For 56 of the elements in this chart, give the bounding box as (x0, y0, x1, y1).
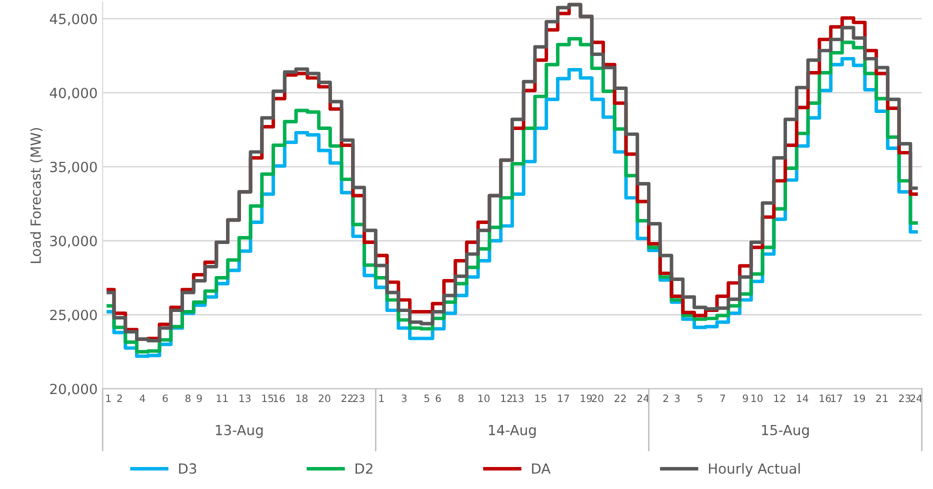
x-tick-label: 13 (240, 394, 250, 402)
x-tick-label: 5 (698, 394, 702, 402)
x-tick-label: 15 (535, 394, 546, 402)
x-tick-label: 19 (854, 394, 865, 402)
y-tick-label: 25,000 (50, 310, 97, 322)
x-tick-label: 11 (216, 394, 228, 402)
y-tick-label: 20,000 (50, 384, 97, 396)
x-tick-label: 9 (742, 394, 748, 402)
x-tick-label: 10 (478, 394, 490, 402)
y-tick-label: 40,000 (50, 88, 97, 100)
x-tick-label: 13 (512, 394, 524, 402)
x-tick-label: 20 (592, 394, 604, 402)
x-tick-label: 15 (262, 394, 274, 402)
x-tick-label: 6 (162, 394, 168, 402)
x-tick-label: 22 (614, 394, 626, 402)
x-tick-label: 17 (831, 394, 842, 402)
x-tick-label: 2 (117, 394, 122, 402)
y-tick-label: 35,000 (50, 162, 97, 174)
x-tick-label: 8 (458, 394, 464, 402)
x-tick-label: 24 (910, 394, 922, 402)
x-tick-label: 6 (436, 394, 441, 402)
x-tick-label: 16 (820, 394, 831, 402)
x-tick-label: 10 (751, 394, 763, 402)
x-tick-label: 16 (274, 394, 285, 402)
legend-label: D3 (179, 463, 196, 474)
x-tick-label: 20 (318, 394, 330, 402)
x-tick-label: 5 (424, 394, 430, 402)
x-tick-label: 22 (342, 394, 353, 402)
y-axis-title: Load Forecast (MW) (30, 128, 43, 263)
x-tick-label: 8 (185, 394, 190, 402)
x-tick-label: 4 (140, 394, 146, 402)
x-tick-label: 9 (196, 394, 202, 402)
x-tick-label: 18 (296, 394, 308, 402)
x-tick-label: 23 (899, 394, 910, 402)
x-tick-label: 2 (663, 394, 668, 402)
legend-label: Hourly Actual (708, 463, 800, 476)
x-tick-label: 17 (558, 394, 569, 402)
x-tick-label: 12 (501, 394, 512, 402)
x-tick-label: 7 (720, 394, 726, 402)
x-tick-label: 19 (580, 394, 592, 402)
x-tick-label: 1 (379, 394, 384, 402)
text: 14-Aug (488, 424, 536, 438)
x-tick-label: 1 (106, 394, 111, 402)
legend-label: D2 (356, 463, 372, 474)
x-tick-label: 14 (797, 394, 808, 402)
x-tick-label: 12 (774, 394, 786, 402)
legend-label: DA (532, 463, 551, 474)
x-tick-label: 23 (352, 394, 364, 402)
y-tick-label: 30,000 (50, 236, 97, 248)
y-tick-label: 45,000 (50, 14, 97, 26)
text: 15-Aug (762, 424, 809, 438)
x-tick-label: 21 (876, 394, 888, 402)
x-tick-label: 24 (637, 394, 649, 402)
x-tick-label: 3 (402, 394, 407, 402)
x-tick-label: 3 (674, 394, 680, 402)
text: 13-Aug (216, 424, 263, 438)
